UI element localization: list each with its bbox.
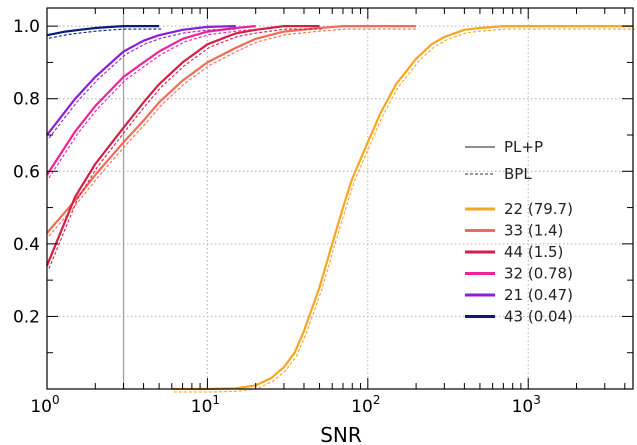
x-tick-label: 103 (512, 393, 541, 417)
plot-frame (46, 7, 634, 390)
legend-label: 44 (1.5) (504, 243, 563, 261)
series-line-5 (46, 25, 160, 37)
series-line-bpl-3 (48, 28, 258, 179)
x-axis-label: SNR (320, 423, 362, 445)
series-line-bpl-0 (173, 28, 635, 393)
x-tick-label: 100 (30, 393, 59, 417)
series-line-1 (46, 25, 417, 234)
axes (46, 7, 634, 390)
series-line-2 (45, 25, 320, 267)
legend-label: 43 (0.04) (504, 308, 573, 326)
x-tick-label: 102 (351, 393, 380, 417)
x-tick-exponent: 1 (212, 393, 220, 407)
x-tick-base: 10 (30, 397, 52, 417)
legend-label: 22 (79.7) (504, 200, 573, 218)
legend-style-label: PL+P (504, 138, 543, 156)
x-tick-exponent: 0 (52, 393, 60, 407)
x-tick-base: 10 (191, 397, 213, 417)
y-tick-label: 1.0 (13, 17, 40, 37)
series-lines (45, 25, 635, 393)
x-tick-label: 101 (191, 393, 220, 417)
series-line-3 (46, 25, 256, 176)
y-tick-label: 0.2 (13, 307, 40, 327)
series-line-0 (171, 25, 633, 391)
y-tick-label: 0.6 (13, 162, 40, 182)
x-tick-base: 10 (512, 397, 534, 417)
series-line-bpl-2 (48, 28, 322, 269)
y-tick-label: 0.4 (13, 235, 40, 255)
grid (47, 8, 633, 389)
series-line-4 (46, 25, 236, 136)
legend-label: 32 (0.78) (504, 265, 573, 283)
legend-label: 21 (0.47) (504, 286, 573, 304)
series-line-bpl-1 (48, 28, 419, 237)
legend: PL+P BPL 22 (79.7) 33 (1.4) 44 (1.5) 32 (0.78… (465, 138, 573, 326)
series-line-bpl-5 (48, 28, 162, 39)
legend-style-label: BPL (504, 165, 532, 183)
x-tick-exponent: 2 (373, 393, 381, 407)
y-tick-label: 0.8 (13, 90, 40, 110)
series-line-bpl-4 (48, 28, 238, 139)
x-tick-exponent: 3 (533, 393, 541, 407)
x-tick-base: 10 (351, 397, 373, 417)
legend-label: 33 (1.4) (504, 222, 563, 240)
